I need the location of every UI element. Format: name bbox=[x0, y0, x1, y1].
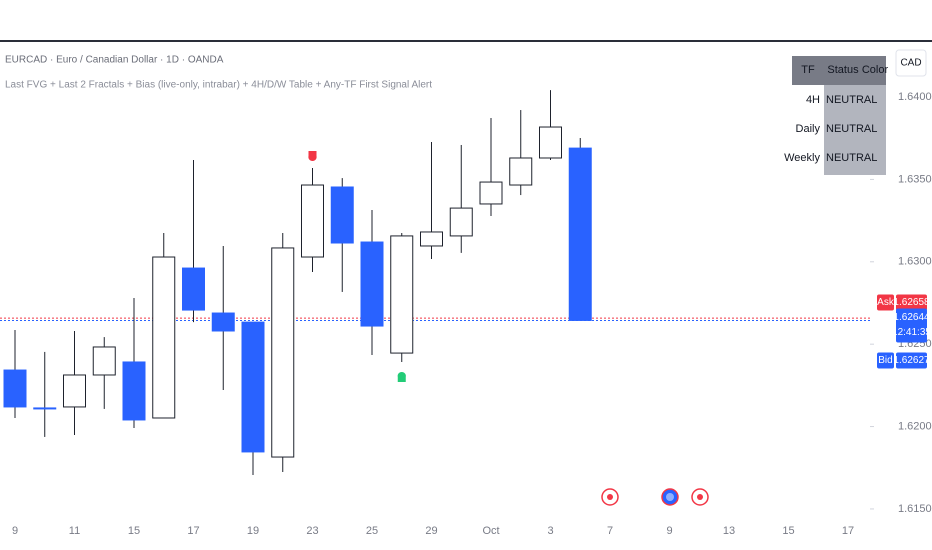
y-tick-label: 1.62000 bbox=[898, 420, 932, 432]
candle-body bbox=[420, 231, 443, 247]
candle-body bbox=[152, 256, 176, 419]
x-tick-label: 25 bbox=[366, 525, 378, 537]
x-tick-label: Oct bbox=[482, 525, 499, 537]
event-icons bbox=[601, 488, 709, 506]
candle-body bbox=[330, 186, 354, 244]
table-header-bg bbox=[792, 56, 886, 85]
x-tick-label: 3 bbox=[547, 525, 553, 537]
event-icon-dot bbox=[697, 494, 703, 500]
table-cell: NEUTRAL bbox=[826, 94, 877, 106]
y-tick-label: 1.61500 bbox=[898, 503, 932, 515]
last-price-box bbox=[896, 308, 927, 343]
candle-body bbox=[92, 346, 116, 376]
event-icon-dot bbox=[607, 494, 613, 500]
chart-title: EURCAD · Euro / Canadian Dollar · 1D · O… bbox=[5, 55, 224, 66]
price-axis: 1.615001.620001.625001.630001.635001.640… bbox=[870, 91, 932, 515]
candle-body bbox=[479, 181, 503, 205]
x-tick-label: 9 bbox=[666, 525, 672, 537]
currency-button-label[interactable]: CAD bbox=[900, 58, 921, 69]
candle-body bbox=[122, 361, 146, 421]
candle-body bbox=[568, 147, 592, 321]
candle-body bbox=[63, 374, 86, 408]
x-tick-label: 15 bbox=[128, 525, 140, 537]
fractal-low-marker bbox=[397, 371, 406, 382]
x-tick-label: 9 bbox=[12, 525, 18, 537]
status-table: TF Status Color 4H NEUTRAL Daily NEUTRAL… bbox=[784, 56, 888, 175]
candle-body bbox=[211, 312, 235, 332]
bid-price-box bbox=[896, 352, 927, 369]
table-header: TF bbox=[801, 64, 815, 76]
table-status-bg bbox=[824, 85, 886, 175]
table-header: Status bbox=[827, 64, 859, 76]
last-price: 1.62644 bbox=[893, 312, 930, 323]
x-tick-label: 15 bbox=[782, 525, 794, 537]
candle-body bbox=[539, 126, 562, 159]
x-tick-label: 29 bbox=[425, 525, 437, 537]
fractal-high-marker bbox=[308, 151, 317, 162]
table-cell: Daily bbox=[796, 123, 821, 135]
y-tick-label: 1.64000 bbox=[898, 91, 932, 103]
table-cell: NEUTRAL bbox=[826, 123, 877, 135]
bid-tag-label: Bid bbox=[878, 355, 892, 366]
table-cell: 4H bbox=[806, 94, 820, 106]
bid-price: 1.62627 bbox=[893, 355, 930, 366]
candle-body bbox=[182, 267, 205, 311]
ask-price-box bbox=[896, 294, 927, 311]
table-col-bg bbox=[792, 85, 824, 175]
ask-tag bbox=[877, 294, 894, 311]
candle-body bbox=[271, 247, 295, 458]
table-cell: NEUTRAL bbox=[826, 152, 877, 164]
x-tick-label: 11 bbox=[69, 525, 80, 537]
x-tick-label: 23 bbox=[306, 525, 318, 537]
candle-body bbox=[509, 157, 533, 186]
table-header: Color bbox=[862, 64, 889, 76]
candle-body bbox=[241, 321, 265, 453]
table-cell: Weekly bbox=[784, 152, 820, 164]
x-tick-label: 13 bbox=[723, 525, 735, 537]
candle-body bbox=[3, 369, 27, 408]
candle-body bbox=[360, 241, 384, 327]
time-axis: 9 11 15 17 19 23 25 29 Oct 3 7 9 13 15 17 bbox=[12, 525, 854, 537]
y-tick-label: 1.63000 bbox=[898, 256, 932, 268]
candle-body bbox=[449, 207, 473, 237]
x-tick-label: 7 bbox=[607, 525, 613, 537]
x-tick-label: 19 bbox=[247, 525, 259, 537]
candle-body bbox=[301, 184, 324, 258]
countdown: 12:41:35 bbox=[892, 327, 931, 338]
indicator-title: Last FVG + Last 2 Fractals + Bias (live-… bbox=[5, 80, 432, 91]
ask-tag-label: Ask bbox=[877, 297, 895, 308]
ask-price: 1.62658 bbox=[893, 297, 930, 308]
candle-body bbox=[390, 235, 414, 354]
y-tick-label: 1.63500 bbox=[898, 173, 932, 185]
currency-button[interactable] bbox=[895, 49, 927, 77]
x-tick-label: 17 bbox=[842, 525, 854, 537]
bid-tag bbox=[877, 352, 894, 369]
event-icon-dot bbox=[666, 493, 674, 501]
candle-body bbox=[33, 407, 57, 410]
x-tick-label: 17 bbox=[187, 525, 199, 537]
